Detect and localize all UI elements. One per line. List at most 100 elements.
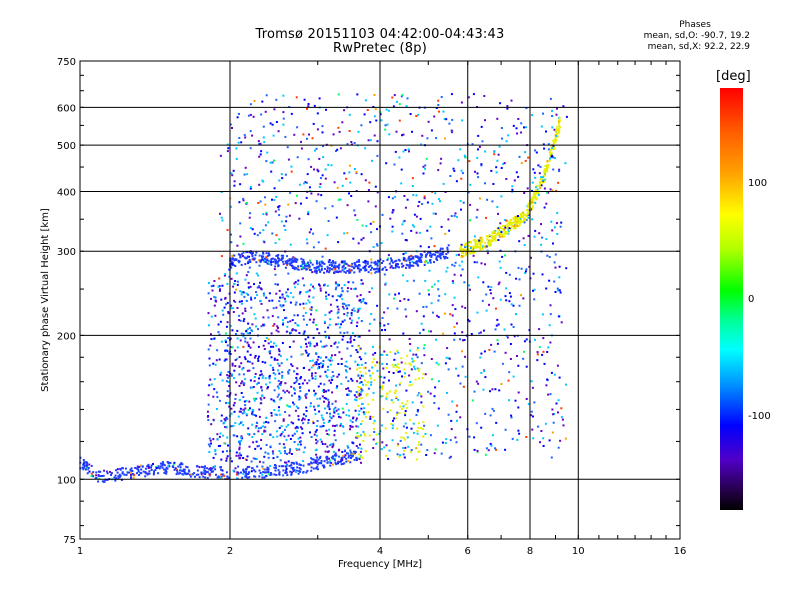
scatter-point [256, 422, 259, 424]
scatter-point [494, 447, 497, 450]
scatter-point [246, 360, 249, 363]
ordinary-trace-point [299, 464, 302, 467]
scatter-point [230, 304, 233, 307]
scatter-point [430, 378, 433, 381]
scatter-point [515, 171, 518, 174]
ordinary-trace-point [210, 469, 212, 472]
scatter-point [471, 143, 474, 146]
scatter-point [468, 284, 471, 287]
scatter-point [505, 178, 508, 180]
scatter-point [273, 268, 276, 271]
extraordinary-trace-point [462, 252, 465, 255]
scatter-point [244, 136, 247, 139]
scatter-point [443, 118, 446, 120]
scatter-point [345, 414, 348, 417]
ordinary-trace-point [408, 259, 411, 262]
scatter-point [360, 358, 363, 361]
ordinary-trace-point [439, 257, 442, 260]
ordinary-trace-point [381, 268, 384, 271]
scatter-point [478, 332, 481, 335]
scatter-point [542, 437, 545, 440]
extraordinary-trace-point [404, 422, 407, 425]
scatter-point [278, 179, 281, 182]
scatter-point [355, 171, 358, 173]
scatter-point [292, 401, 294, 404]
scatter-point [277, 379, 280, 382]
scatter-point [546, 254, 549, 257]
extraordinary-trace-point [395, 396, 398, 398]
ordinary-trace-point [267, 471, 270, 473]
extraordinary-trace-point [367, 381, 370, 384]
scatter-point [319, 375, 322, 378]
extraordinary-trace-point [403, 449, 405, 452]
ordinary-trace-point [309, 259, 311, 262]
scatter-point [394, 352, 397, 355]
ordinary-trace-point [337, 460, 339, 463]
extraordinary-trace-point [497, 232, 500, 235]
scatter-point [290, 363, 293, 366]
scatter-point [305, 409, 308, 412]
scatter-point [374, 205, 377, 208]
scatter-point [352, 442, 355, 445]
scatter-point [276, 435, 279, 438]
scatter-point [492, 297, 495, 300]
scatter-point [299, 291, 302, 294]
scatter-point [265, 213, 268, 216]
scatter-point [424, 433, 427, 435]
scatter-point [329, 412, 331, 415]
scatter-point [276, 395, 279, 398]
scatter-point [307, 353, 310, 356]
scatter-point [459, 416, 462, 419]
y-tick-label: 600 [57, 103, 76, 114]
ordinary-trace-point [385, 268, 388, 271]
scatter-point [351, 332, 354, 335]
scatter-point [287, 203, 290, 206]
scatter-point [484, 150, 487, 153]
ordinary-trace-point [138, 465, 141, 468]
ordinary-trace-point [320, 459, 323, 462]
extraordinary-trace-point [391, 439, 394, 442]
ordinary-trace-point [295, 469, 298, 472]
scatter-point [318, 332, 321, 335]
scatter-point [251, 410, 254, 413]
scatter-point [332, 408, 335, 411]
ordinary-trace-point [340, 463, 343, 466]
scatter-point [264, 426, 267, 429]
scatter-point [345, 370, 348, 373]
ordinary-trace-point [441, 247, 444, 250]
extraordinary-trace-point [380, 353, 383, 356]
scatter-point [269, 433, 272, 436]
scatter-point [367, 387, 370, 390]
extraordinary-trace-point [503, 225, 506, 228]
scatter-point [384, 283, 387, 286]
scatter-point [278, 205, 281, 207]
ordinary-trace-point [303, 260, 305, 263]
scatter-point [406, 198, 409, 201]
scatter-point [538, 172, 541, 175]
scatter-point [244, 307, 247, 310]
ordinary-trace-point [366, 260, 369, 263]
ordinary-trace-point [251, 467, 254, 470]
scatter-point [328, 401, 330, 404]
scatter-point [283, 428, 286, 431]
scatter-point [445, 118, 448, 121]
scatter-point [302, 413, 305, 416]
scatter-point [280, 305, 283, 308]
scatter-point [393, 163, 396, 166]
scatter-point [355, 417, 358, 420]
scatter-point [451, 400, 454, 403]
scatter-point [247, 328, 249, 331]
ordinary-trace-point [275, 474, 278, 476]
scatter-point [213, 280, 216, 282]
scatter-point [461, 305, 464, 308]
scatter-point [277, 369, 279, 372]
scatter-point [556, 233, 559, 235]
scatter-point [207, 403, 210, 406]
scatter-point [259, 287, 262, 290]
scatter-point [345, 402, 348, 405]
scatter-point [392, 372, 395, 374]
scatter-point [260, 426, 263, 429]
ordinary-trace-point [133, 474, 136, 476]
scatter-point [416, 409, 419, 412]
scatter-point [385, 162, 388, 165]
